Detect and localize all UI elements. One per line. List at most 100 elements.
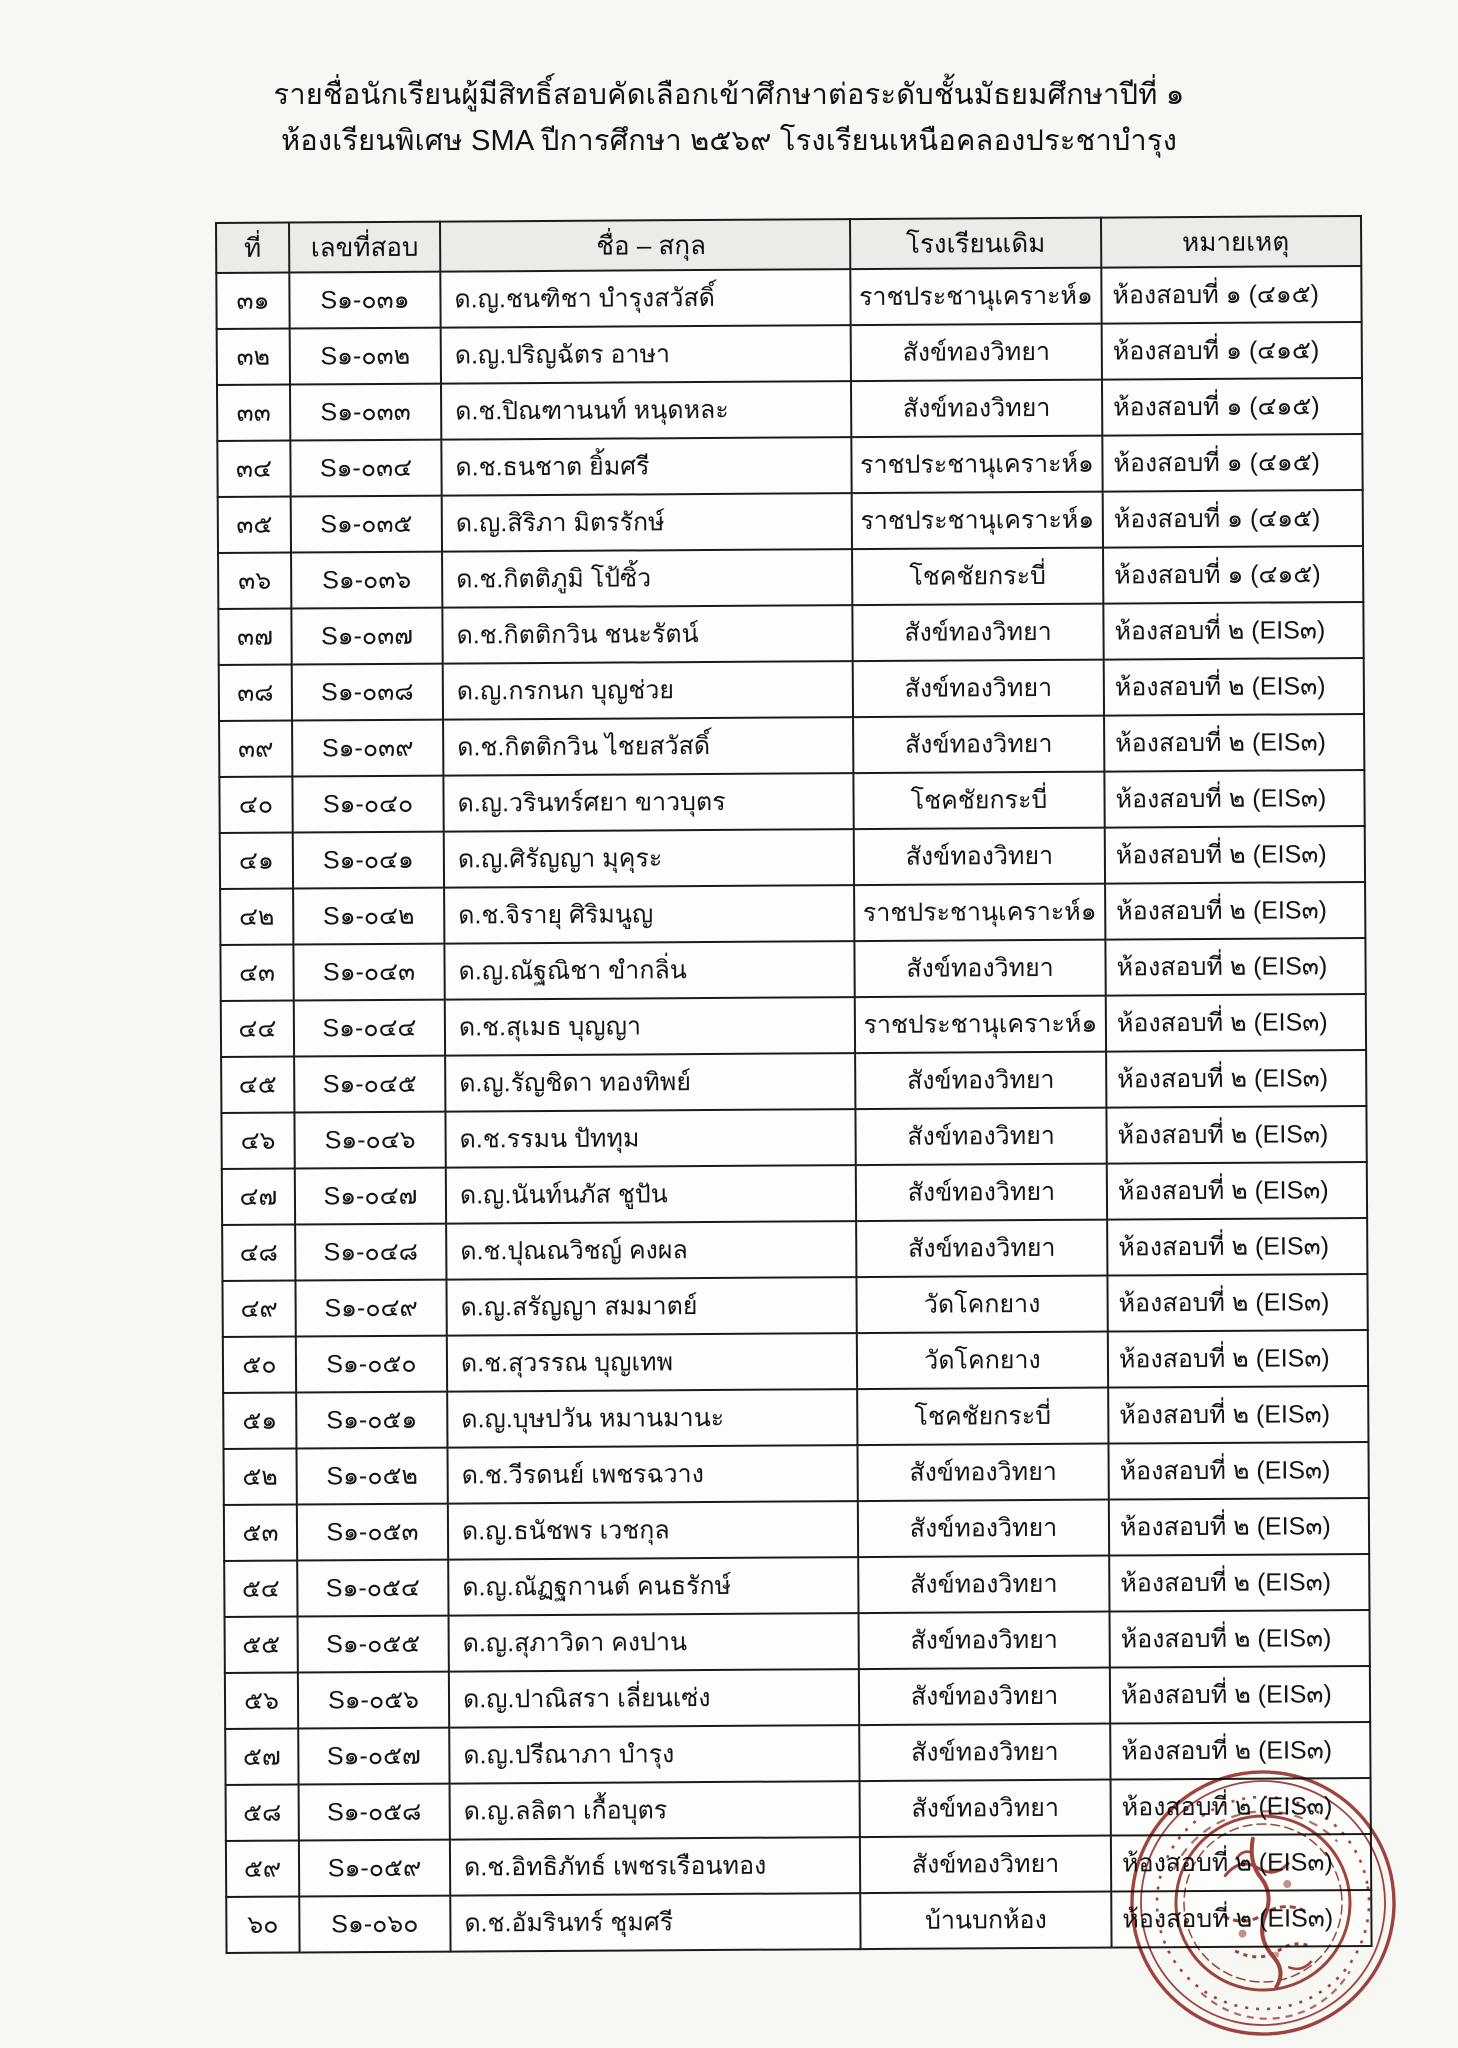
student-name-cell: ด.ช.ปิณฑานนท์ หนุดหละ bbox=[440, 381, 852, 440]
former-school-cell: โชคชัยกระบี่ bbox=[857, 1387, 1109, 1446]
exam-number-cell: S๑-๐๔๙ bbox=[295, 1279, 447, 1337]
table-row: ๔๙ S๑-๐๔๙ ด.ญ.สรัญญา สมมาตย์ วัดโคกยาง ห้องส… bbox=[222, 1273, 1368, 1337]
table-row: ๓๑ S๑-๐๓๑ ด.ญ.ชนฑิชา บำรุงสวัสดิ์ ราชประชาน… bbox=[216, 265, 1362, 329]
row-number-cell: ๖๐ bbox=[226, 1896, 300, 1953]
row-number-cell: ๓๘ bbox=[218, 664, 293, 721]
student-name-cell: ด.ช.กิตติกวิน ไชยสวัสดิ์ bbox=[443, 717, 854, 776]
table-row: ๕๔ S๑-๐๕๔ ด.ญ.ณัฏฐกานต์ คนธรักษ์ สังข์ทองวิ… bbox=[224, 1553, 1370, 1617]
exam-number-cell: S๑-๐๓๑ bbox=[289, 271, 441, 329]
remark-cell: ห้องสอบที่ ๑ (๔๑๕) bbox=[1101, 377, 1363, 436]
remark-cell: ห้องสอบที่ ๑ (๔๑๕) bbox=[1101, 265, 1362, 324]
exam-number-cell: S๑-๐๔๑ bbox=[292, 831, 445, 889]
remark-cell: ห้องสอบที่ ๒ (EIS๓) bbox=[1107, 1217, 1368, 1276]
header-no: ที่ bbox=[216, 222, 290, 273]
remark-cell: ห้องสอบที่ ๒ (EIS๓) bbox=[1104, 769, 1365, 828]
row-number-cell: ๔๒ bbox=[220, 888, 294, 945]
student-name-cell: ด.ญ.ศิรัญญา มุคุระ bbox=[443, 829, 855, 888]
exam-number-cell: S๑-๐๔๐ bbox=[292, 775, 444, 833]
student-name-cell: ด.ช.ธนชาต ยิ้มศรี bbox=[441, 437, 852, 496]
table-row: ๓๔ S๑-๐๓๔ ด.ช.ธนชาต ยิ้มศรี ราชประชานุเคราะ… bbox=[217, 433, 1363, 497]
exam-number-cell: S๑-๐๖๐ bbox=[299, 1895, 451, 1953]
exam-number-cell: S๑-๐๕๐ bbox=[295, 1335, 448, 1393]
former-school-cell: ราชประชานุเคราะห์๑ bbox=[851, 435, 1103, 494]
table-row: ๖๐ S๑-๐๖๐ ด.ช.อัมรินทร์ ชุมศรี บ้านบกห้อง ห้… bbox=[226, 1889, 1372, 1953]
row-number-cell: ๓๕ bbox=[217, 496, 292, 553]
former-school-cell: สังข์ทองวิทยา bbox=[859, 1779, 1111, 1838]
former-school-cell: สังข์ทองวิทยา bbox=[855, 1163, 1108, 1222]
former-school-cell: โชคชัยกระบี่ bbox=[853, 771, 1105, 830]
remark-cell: ห้องสอบที่ ๒ (EIS๓) bbox=[1107, 1273, 1368, 1332]
table-row: ๔๕ S๑-๐๔๕ ด.ญ.รัญชิดา ทองทิพย์ สังข์ทองวิทย… bbox=[221, 1049, 1367, 1113]
row-number-cell: ๔๕ bbox=[221, 1056, 295, 1113]
table-row: ๔๔ S๑-๐๔๔ ด.ช.สุเมธ บุญญา ราชประชานุเคราะห์… bbox=[220, 993, 1367, 1057]
former-school-cell: สังข์ทองวิทยา bbox=[853, 715, 1105, 774]
former-school-cell: บ้านบกห้อง bbox=[860, 1891, 1112, 1950]
former-school-cell: สังข์ทองวิทยา bbox=[857, 1499, 1110, 1558]
student-name-cell: ด.ญ.นันท์นภัส ชูปัน bbox=[445, 1165, 857, 1224]
former-school-cell: สังข์ทองวิทยา bbox=[855, 1051, 1107, 1110]
student-name-cell: ด.ช.จิรายุ ศิริมนูญ bbox=[444, 885, 855, 944]
exam-number-cell: S๑-๐๕๕ bbox=[297, 1615, 449, 1673]
remark-cell: ห้องสอบที่ ๒ (EIS๓) bbox=[1106, 1105, 1367, 1164]
table-row: ๓๖ S๑-๐๓๖ ด.ช.กิตติภูมิ โป้ซิ้ว โชคชัยกระบี… bbox=[218, 545, 1364, 609]
row-number-cell: ๓๒ bbox=[216, 328, 290, 385]
former-school-cell: สังข์ทองวิทยา bbox=[850, 323, 1102, 382]
remark-cell: ห้องสอบที่ ๒ (EIS๓) bbox=[1105, 993, 1367, 1052]
student-name-cell: ด.ญ.รัญชิดา ทองทิพย์ bbox=[445, 1053, 856, 1112]
exam-number-cell: S๑-๐๕๔ bbox=[297, 1559, 449, 1617]
student-name-cell: ด.ญ.กรกนก บุญช่วย bbox=[442, 661, 854, 720]
table-row: ๕๒ S๑-๐๕๒ ด.ช.วีรดนย์ เพชรฉวาง สังข์ทองวิทย… bbox=[223, 1441, 1369, 1505]
document-title: รายชื่อนักเรียนผู้มีสิทธิ์สอบคัดเลือกเข้… bbox=[0, 72, 1458, 165]
student-name-cell: ด.ญ.ณัฏฐกานต์ คนธรักษ์ bbox=[448, 1557, 859, 1616]
table-row: ๕๘ S๑-๐๕๘ ด.ญ.ลลิตา เกื้อบุตร สังข์ทองวิทยา… bbox=[225, 1777, 1371, 1841]
table-row: ๔๘ S๑-๐๔๘ ด.ช.ปุณณวิชญ์ คงผล สังข์ทองวิทยาห… bbox=[222, 1217, 1368, 1281]
former-school-cell: สังข์ทองวิทยา bbox=[852, 603, 1104, 662]
exam-number-cell: S๑-๐๕๖ bbox=[297, 1671, 450, 1729]
remark-cell: ห้องสอบที่ ๑ (๔๑๕) bbox=[1103, 545, 1364, 604]
document-title-line1: รายชื่อนักเรียนผู้มีสิทธิ์สอบคัดเลือกเข้… bbox=[273, 79, 1185, 111]
exam-number-cell: S๑-๐๔๘ bbox=[295, 1223, 447, 1281]
remark-cell: ห้องสอบที่ ๒ (EIS๓) bbox=[1106, 1049, 1367, 1108]
row-number-cell: ๓๓ bbox=[216, 384, 291, 441]
student-name-cell: ด.ช.สุเมธ บุญญา bbox=[444, 997, 856, 1056]
former-school-cell: สังข์ทองวิทยา bbox=[859, 1835, 1112, 1894]
student-name-cell: ด.ช.รรมน ปัททุม bbox=[445, 1109, 856, 1168]
row-number-cell: ๕๓ bbox=[223, 1504, 298, 1561]
table-row: ๓๘ S๑-๐๓๘ ด.ญ.กรกนก บุญช่วย สังข์ทองวิทยา ห้… bbox=[218, 657, 1365, 721]
exam-number-cell: S๑-๐๓๒ bbox=[289, 327, 441, 385]
table-row: ๔๓ S๑-๐๔๓ ด.ญ.ณัฐณิชา ขำกลิ่น สังข์ทองวิทยา… bbox=[220, 937, 1366, 1001]
student-name-cell: ด.ญ.บุษปวัน หมานมานะ bbox=[447, 1389, 858, 1448]
exam-number-cell: S๑-๐๓๘ bbox=[291, 663, 444, 721]
table-row: ๕๗ S๑-๐๕๗ ด.ญ.ปรีณาภา บำรุง สังข์ทองวิทยา ห้… bbox=[225, 1721, 1371, 1785]
table-row: ๕๕ S๑-๐๕๕ ด.ญ.สุภาวิดา คงปาน สังข์ทองวิทยาห… bbox=[224, 1609, 1370, 1673]
former-school-cell: ราชประชานุเคราะห์๑ bbox=[854, 995, 1107, 1054]
header-row: ที่ เลขที่สอบ ชื่อ – สกุล โรงเรียนเดิม ห… bbox=[216, 215, 1362, 273]
former-school-cell: สังข์ทองวิทยา bbox=[855, 1107, 1107, 1166]
row-number-cell: ๔๑ bbox=[219, 832, 294, 889]
student-name-cell: ด.ญ.ลลิตา เกื้อบุตร bbox=[449, 1781, 860, 1840]
row-number-cell: ๕๗ bbox=[225, 1728, 299, 1785]
table-row: ๔๐ S๑-๐๔๐ ด.ญ.วรินทร์ศยา ขาวบุตร โชคชัยกระบ… bbox=[219, 769, 1365, 833]
table-row: ๕๐ S๑-๐๕๐ ด.ช.สุวรรณ บุญเทพ วัดโคกยาง ห้องสอ… bbox=[222, 1329, 1369, 1393]
row-number-cell: ๔๗ bbox=[221, 1168, 296, 1225]
former-school-cell: สังข์ทองวิทยา bbox=[859, 1723, 1111, 1782]
row-number-cell: ๔๙ bbox=[222, 1280, 296, 1337]
former-school-cell: สังข์ทองวิทยา bbox=[852, 659, 1105, 718]
remark-cell: ห้องสอบที่ ๒ (EIS๓) bbox=[1110, 1721, 1371, 1780]
student-name-cell: ด.ช.อิทธิภัทธ์ เพชรเรือนทอง bbox=[449, 1837, 861, 1896]
row-number-cell: ๔๔ bbox=[220, 1000, 295, 1057]
row-number-cell: ๕๒ bbox=[223, 1448, 297, 1505]
student-name-cell: ด.ช.วีรดนย์ เพชรฉวาง bbox=[447, 1445, 858, 1504]
table-row: ๔๗ S๑-๐๔๗ ด.ญ.นันท์นภัส ชูปัน สังข์ทองวิทยา… bbox=[221, 1161, 1368, 1225]
exam-number-cell: S๑-๐๔๓ bbox=[293, 943, 445, 1001]
student-name-cell: ด.ญ.ธนัชพร เวชกุล bbox=[447, 1501, 859, 1560]
remark-cell: ห้องสอบที่ ๑ (๔๑๕) bbox=[1102, 489, 1364, 548]
exam-number-cell: S๑-๐๔๗ bbox=[294, 1167, 447, 1225]
row-number-cell: ๕๖ bbox=[224, 1672, 299, 1729]
exam-number-cell: S๑-๐๕๓ bbox=[296, 1503, 449, 1561]
exam-number-cell: S๑-๐๓๗ bbox=[291, 607, 443, 665]
remark-cell: ห้องสอบที่ ๒ (EIS๓) bbox=[1108, 1497, 1370, 1556]
student-list-table: ที่ เลขที่สอบ ชื่อ – สกุล โรงเรียนเดิม ห… bbox=[215, 214, 1373, 1954]
header-school: โรงเรียนเดิม bbox=[849, 217, 1102, 270]
student-name-cell: ด.ญ.ปาณิสรา เลี่ยนเซ่ง bbox=[448, 1669, 860, 1728]
